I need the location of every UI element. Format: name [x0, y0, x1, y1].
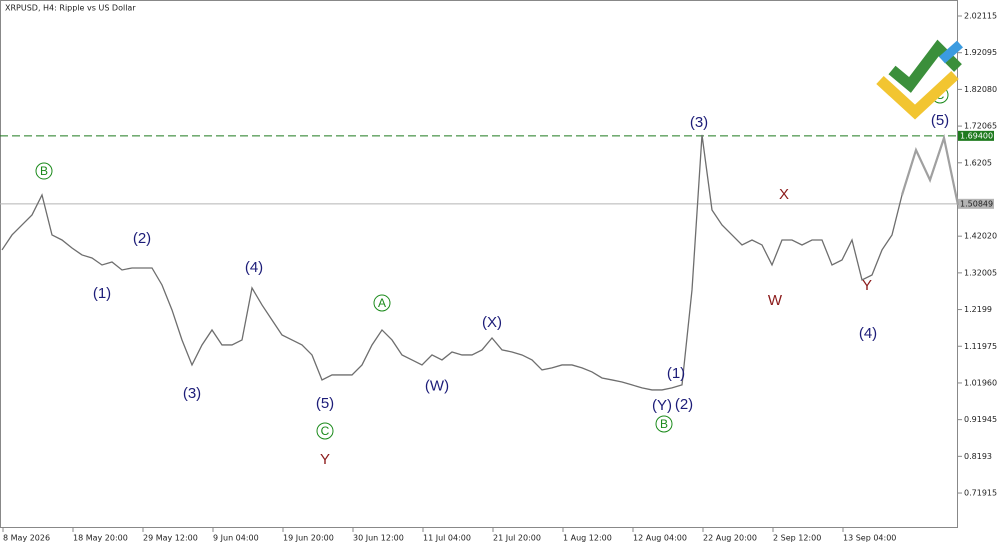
wave-label: (4) — [859, 325, 877, 342]
x-tick-label: 2 Sep 12:00 — [773, 534, 821, 543]
wave-label: B — [660, 417, 668, 431]
y-tick-label: 0.8193 — [964, 452, 992, 461]
y-tick-label: 0.91945 — [964, 415, 997, 424]
forecast-line — [900, 133, 960, 206]
price-line — [1, 134, 903, 391]
x-tick-label: 1 Aug 12:00 — [563, 534, 612, 543]
wave-label: X — [779, 186, 789, 203]
chart-title: XRPUSD, H4: Ripple vs US Dollar — [5, 4, 136, 13]
x-tick-label: 22 Aug 20:00 — [703, 534, 757, 543]
wave-label: Y — [320, 451, 330, 468]
y-tick-label: 1.11975 — [964, 342, 997, 351]
x-tick-label: 11 Jul 04:00 — [423, 534, 471, 543]
wave-label: (4) — [245, 259, 263, 276]
wave-label: (5) — [316, 395, 334, 412]
wave-label: A — [378, 296, 386, 310]
wave-label: (1) — [93, 285, 111, 302]
wave-label: (3) — [690, 114, 708, 131]
logo — [876, 39, 963, 120]
x-tick-label: 8 May 2026 — [3, 534, 50, 543]
wave-label: (2) — [675, 396, 693, 413]
price-level-label: 1.69400 — [960, 131, 993, 140]
plot-frame — [0, 0, 958, 528]
wave-label: (5) — [931, 112, 949, 129]
y-tick-label: 1.42020 — [964, 232, 997, 241]
wave-label: B — [40, 164, 48, 178]
x-tick-label: 9 Jun 04:00 — [213, 534, 259, 543]
y-tick-label: 1.92095 — [964, 48, 997, 57]
wave-label: (W) — [425, 378, 449, 395]
x-tick-label: 18 May 20:00 — [73, 534, 128, 543]
wave-circle — [35, 162, 53, 180]
price-level-box — [958, 198, 994, 209]
wave-label: (X) — [482, 314, 502, 331]
wave-label: (2) — [133, 230, 151, 247]
x-tick-label: 30 Jun 12:00 — [353, 534, 404, 543]
logo-stroke — [939, 40, 963, 64]
x-tick-label: 19 Jun 20:00 — [283, 534, 334, 543]
y-tick-label: 1.82080 — [964, 85, 997, 94]
wave-label: (1) — [667, 365, 685, 382]
y-tick-label: 2.02115 — [964, 11, 997, 20]
x-tick-label: 13 Sep 04:00 — [843, 534, 896, 543]
price-level-box — [958, 130, 994, 141]
wave-label: W — [768, 292, 783, 309]
x-tick-label: 12 Aug 04:00 — [633, 534, 687, 543]
y-tick-label: 1.01960 — [964, 378, 997, 387]
wave-label: (Y) — [652, 397, 672, 414]
wave-circle — [655, 415, 673, 433]
y-tick-label: 1.32005 — [964, 268, 997, 277]
wave-circle — [373, 294, 391, 312]
y-tick-label: 1.6205 — [964, 158, 992, 167]
wave-label: C — [321, 424, 330, 438]
x-tick-label: 29 May 12:00 — [143, 534, 198, 543]
y-tick-label: 1.2199 — [964, 305, 992, 314]
wave-label: Y — [862, 277, 872, 294]
wave-label: (3) — [183, 385, 201, 402]
y-tick-label: 1.72065 — [964, 122, 997, 131]
x-tick-label: 21 Jul 20:00 — [493, 534, 541, 543]
price-level-label: 1.50849 — [960, 199, 993, 208]
wave-circle — [316, 422, 334, 440]
y-tick-label: 0.71915 — [964, 489, 997, 498]
logo-stroke — [876, 70, 959, 120]
